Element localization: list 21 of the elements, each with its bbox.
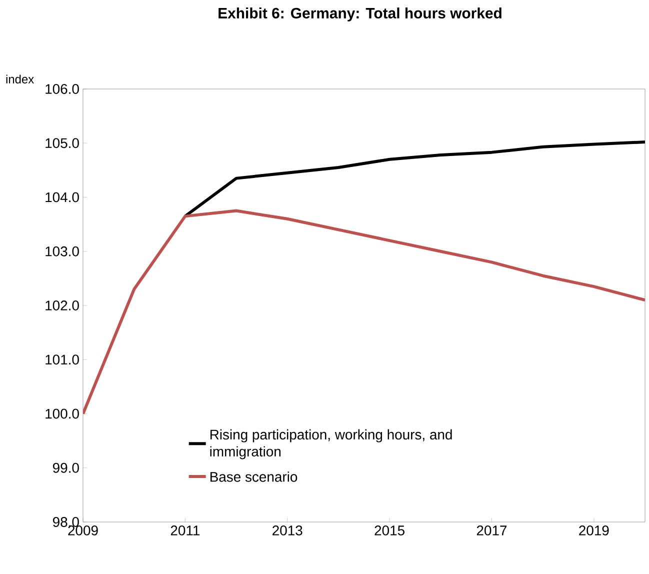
y-tick-label: 101.0 <box>46 354 79 365</box>
x-tick-label: 2009 <box>68 526 98 536</box>
y-tick-label: 99.0 <box>52 462 79 473</box>
x-tick-label: 2019 <box>579 526 609 536</box>
legend-label: Base scenario <box>210 472 298 482</box>
x-tick-label: 2011 <box>170 526 200 536</box>
y-tick-label: 105.0 <box>46 138 79 148</box>
y-tick-label: 100.0 <box>46 408 79 419</box>
x-tick-label: 2017 <box>476 526 507 536</box>
line-series <box>184 140 646 218</box>
legend-label: Rising participation, working hours, and immigration <box>210 429 452 460</box>
y-tick-label: 106.0 <box>46 84 79 94</box>
y-tick-label: 104.0 <box>46 192 79 202</box>
line-series <box>83 209 646 416</box>
y-axis-title: index <box>6 74 34 84</box>
x-tick-label: 2015 <box>374 526 404 536</box>
y-tick-label: 103.0 <box>46 246 79 256</box>
y-tick-label: 98.0 <box>52 517 79 527</box>
chart-title: Exhibit 6: Germany: Total hours worked <box>218 8 502 22</box>
x-tick-label: 2013 <box>272 526 302 536</box>
y-tick-label: 102.0 <box>46 300 79 310</box>
